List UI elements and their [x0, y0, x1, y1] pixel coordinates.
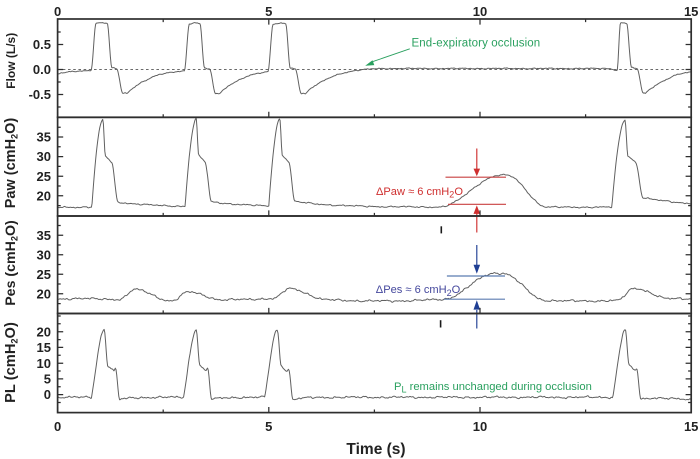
svg-text:20: 20 [37, 286, 51, 301]
svg-text:0: 0 [54, 419, 61, 434]
svg-text:35: 35 [37, 228, 51, 243]
svg-text:30: 30 [37, 149, 51, 164]
svg-text:Time (s): Time (s) [346, 441, 405, 458]
svg-text:Flow (L/s): Flow (L/s) [4, 33, 18, 89]
svg-text:ΔPaw ≈ 6 cmH2O: ΔPaw ≈ 6 cmH2O [376, 186, 463, 200]
svg-text:5: 5 [44, 372, 51, 387]
svg-text:25: 25 [37, 169, 51, 184]
svg-text:5: 5 [265, 419, 272, 434]
svg-text:PL (cmH2O): PL (cmH2O) [3, 322, 20, 403]
svg-text:Pes (cmH2O): Pes (cmH2O) [3, 220, 20, 306]
svg-text:15: 15 [684, 419, 698, 434]
svg-text:Paw (cmH2O): Paw (cmH2O) [3, 118, 20, 209]
svg-text:0.0: 0.0 [33, 62, 51, 77]
svg-text:0: 0 [44, 387, 51, 402]
svg-text:15: 15 [37, 340, 51, 355]
svg-text:20: 20 [37, 324, 51, 339]
svg-text:10: 10 [473, 419, 487, 434]
svg-text:PL remains unchanged during oc: PL remains unchanged during occlusion [394, 381, 592, 395]
svg-text:10: 10 [37, 356, 51, 371]
svg-text:15: 15 [684, 4, 698, 19]
svg-text:End-expiratory occlusion: End-expiratory occlusion [412, 38, 541, 50]
svg-text:5: 5 [265, 4, 272, 19]
svg-text:0.5: 0.5 [33, 37, 51, 52]
svg-text:20: 20 [37, 188, 51, 203]
svg-text:25: 25 [37, 267, 51, 282]
svg-text:-0.5: -0.5 [29, 87, 51, 102]
svg-text:10: 10 [473, 4, 487, 19]
svg-text:ΔPes ≈ 6 cmH2O: ΔPes ≈ 6 cmH2O [376, 284, 461, 298]
svg-text:0: 0 [54, 4, 61, 19]
svg-text:35: 35 [37, 130, 51, 145]
svg-text:30: 30 [37, 247, 51, 262]
